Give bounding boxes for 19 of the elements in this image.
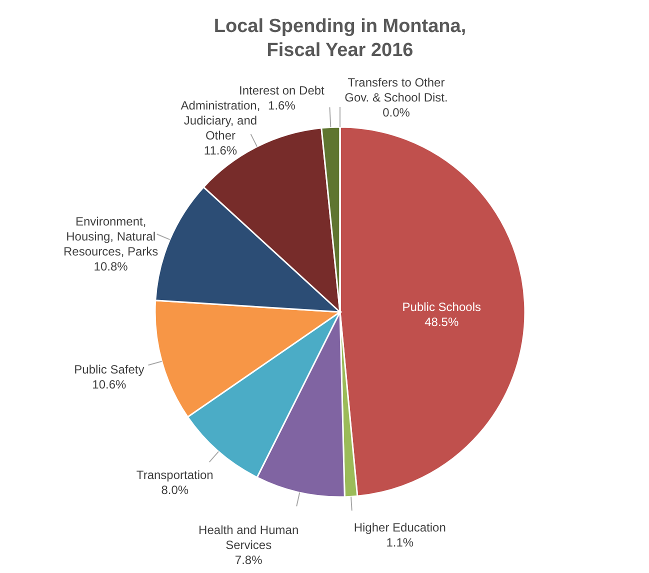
slice-label: Public Safety [74,362,144,377]
slice-label: Health and Human Services [198,523,299,552]
data-label: 10.6% [92,378,127,392]
slice-label: Transportation [136,468,214,482]
data-label: 1.6% [268,98,296,112]
chart-title: Local Spending in Montana, Fiscal Year 2016 [214,16,466,61]
slice-label: Environment, Housing, Natural Resources, Parks [63,214,158,259]
data-label: 1.1% [386,536,414,550]
slice-label: Interest on Debt [239,83,326,98]
slice-label: Higher Education [354,520,446,535]
category-label: Transfers to Other Gov. & School Dist. [344,76,448,104]
data-label: 10.8% [94,260,128,274]
data-label: 7.8% [234,553,263,568]
slice-label: Administration, Judiciary, and Other [180,98,260,143]
data-label: 11.6% [204,144,238,158]
text: 0.0% [382,106,410,120]
data-label: 8.0% [161,482,189,497]
data-label: 48.5% [424,315,459,330]
slice-label: Public Schools [402,300,481,314]
